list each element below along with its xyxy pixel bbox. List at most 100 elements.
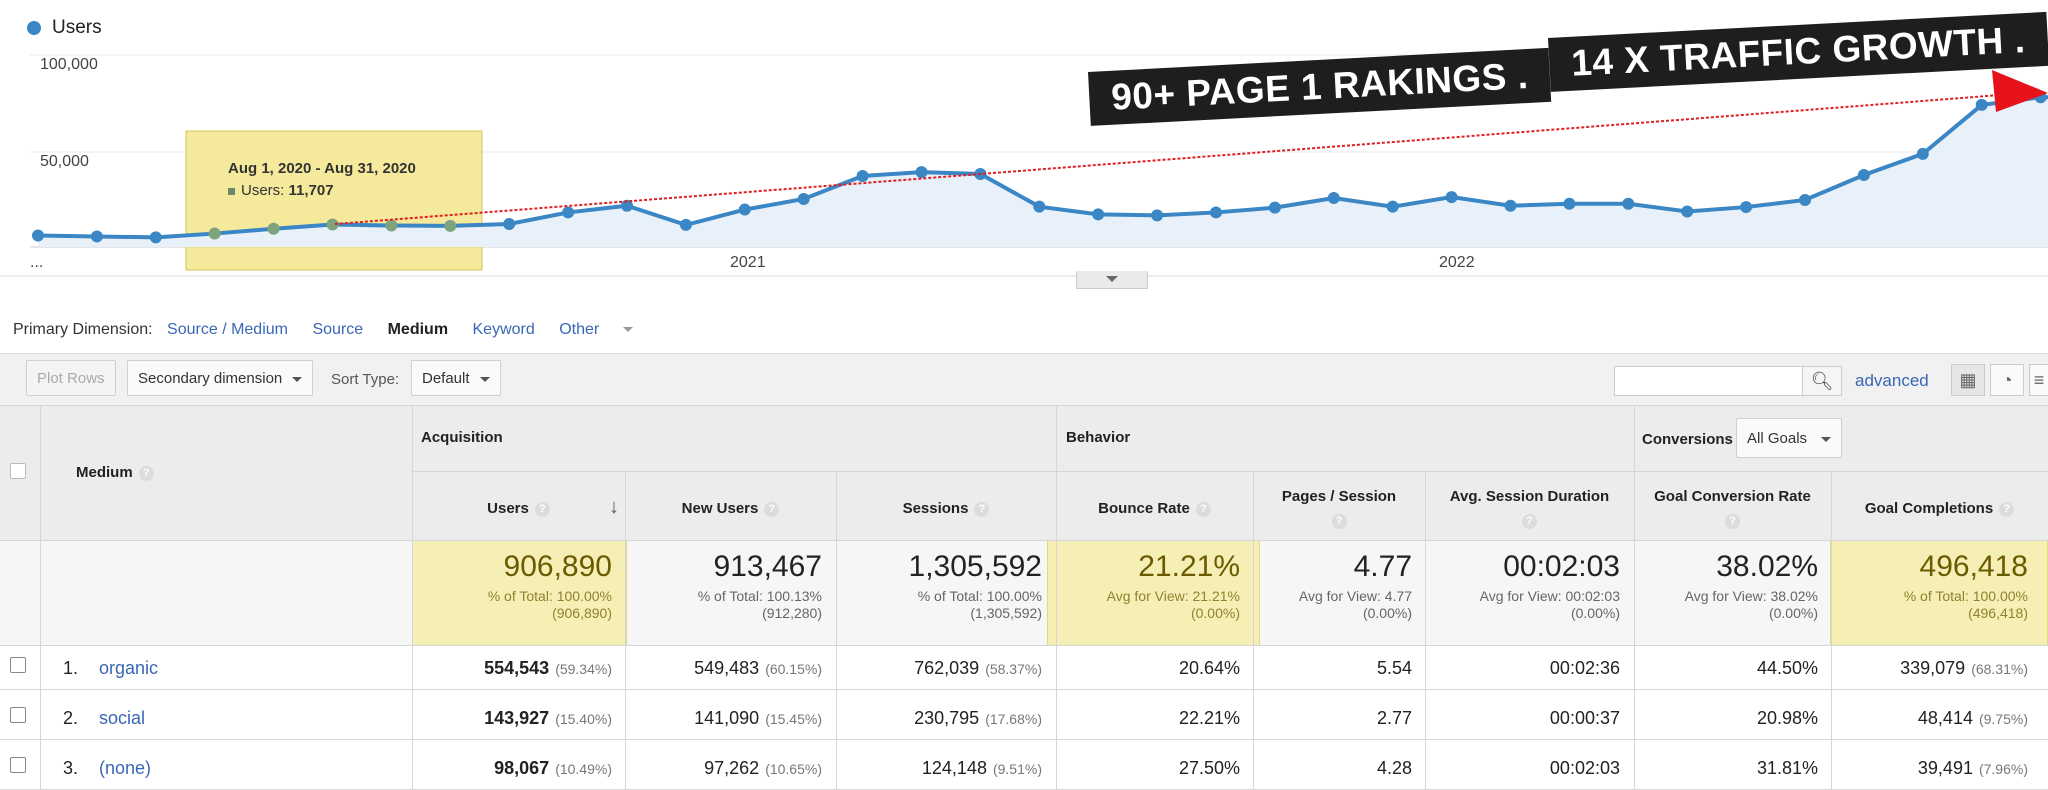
sort-type-dropdown[interactable]: Default — [411, 360, 501, 396]
bounce-rate-column-header[interactable]: Bounce Rate? — [1056, 500, 1253, 517]
total-subtext-line: Avg for View: 21.21% — [1106, 588, 1240, 604]
users-total-highlight — [412, 540, 627, 646]
data-point[interactable] — [621, 199, 633, 212]
dimension-source-medium[interactable]: Source / Medium — [167, 321, 288, 338]
tooltip-label: Users: — [241, 182, 285, 199]
search-button[interactable]: 🔍︎ — [1802, 366, 1842, 396]
data-point[interactable] — [856, 169, 869, 182]
cell-value: 97,262 — [704, 758, 760, 778]
chart-collapse-toggle[interactable] — [1076, 271, 1148, 289]
totals-bottom-border — [0, 645, 2048, 646]
dimension-keyword[interactable]: Keyword — [472, 321, 535, 338]
sessions-header-label: Sessions — [902, 500, 969, 517]
users-chart: Users 100,000 50,000 ... 2021 2022 Aug 1… — [0, 0, 2048, 290]
data-point[interactable] — [1799, 193, 1811, 206]
row-cell: 5.54 — [1192, 658, 1412, 679]
data-point[interactable] — [797, 193, 810, 205]
goal-conversion-rate-column-header[interactable]: Goal Conversion Rate? — [1634, 485, 1831, 533]
caret-down-icon — [623, 327, 634, 333]
row-medium-link[interactable]: social — [99, 708, 146, 728]
goals-select-dropdown[interactable]: All Goals — [1736, 418, 1843, 458]
view-performance-button[interactable]: ≡ — [2029, 364, 2048, 396]
cell-percent: (9.75%) — [1978, 711, 2028, 727]
users-header-label: Users — [487, 500, 529, 517]
cell-value: 27.50% — [1178, 758, 1240, 778]
cell-value: 141,090 — [694, 708, 760, 728]
total-subtext-line: % of Total: 100.00% — [487, 588, 612, 604]
bars-icon: ≡ — [2033, 370, 2045, 390]
x-tick-2021: 2021 — [730, 254, 766, 271]
cell-value: 20.64% — [1178, 658, 1240, 678]
row-cell: 124,148 (9.51%) — [822, 758, 1042, 779]
data-point[interactable] — [1563, 197, 1576, 210]
data-point[interactable] — [444, 219, 457, 232]
row-cell: 22.21% — [1020, 708, 1240, 729]
data-point[interactable] — [267, 222, 280, 235]
data-point[interactable] — [1092, 208, 1105, 221]
row-checkbox[interactable] — [10, 657, 26, 673]
data-point[interactable] — [1386, 200, 1399, 213]
pie-chart-icon: ◔ — [2001, 370, 2013, 390]
row-checkbox[interactable] — [10, 707, 26, 723]
secondary-dimension-dropdown[interactable]: Secondary dimension — [127, 360, 314, 396]
data-point[interactable] — [1445, 191, 1458, 204]
cell-value: 143,927 — [484, 708, 550, 728]
cell-percent: (10.65%) — [765, 761, 822, 777]
view-percentage-button[interactable]: ◔ — [1990, 364, 2024, 396]
row-cell: 00:02:36 — [1400, 658, 1620, 679]
new-users-column-header[interactable]: New Users? — [625, 500, 836, 517]
data-point[interactable] — [208, 227, 221, 240]
row-medium-link[interactable]: (none) — [99, 758, 152, 778]
data-point[interactable] — [915, 166, 928, 179]
view-data-table-button[interactable]: ▦ — [1951, 364, 1985, 396]
data-point[interactable] — [562, 206, 575, 219]
data-point[interactable] — [385, 219, 398, 232]
data-point[interactable] — [1151, 209, 1164, 222]
col-divider — [1056, 405, 1057, 790]
users-column-header[interactable]: Users? ↓ — [412, 496, 625, 518]
data-point[interactable] — [1740, 201, 1753, 214]
advanced-filter-link[interactable]: advanced — [1855, 371, 1929, 390]
data-point[interactable] — [738, 203, 751, 216]
col-divider — [412, 405, 413, 790]
sessions-column-header[interactable]: Sessions? — [836, 500, 1056, 517]
primary-dimension-label: Primary Dimension: — [13, 321, 153, 338]
dimension-other-dropdown[interactable]: Other — [559, 321, 653, 338]
table-search-input[interactable] — [1614, 366, 1804, 396]
medium-column-header[interactable]: Medium? — [76, 464, 154, 481]
total-subtext: % of Total: 100.00% (1,305,592) — [842, 588, 1042, 622]
row-medium-link[interactable]: organic — [99, 658, 159, 678]
data-point[interactable] — [503, 217, 516, 230]
data-point[interactable] — [149, 231, 162, 244]
data-point[interactable] — [679, 218, 692, 231]
cell-value: 48,414 — [1917, 708, 1973, 728]
data-point[interactable] — [1327, 192, 1340, 205]
data-point[interactable] — [1504, 199, 1517, 212]
data-point[interactable] — [1622, 197, 1635, 210]
total-value: 1,305,592 — [908, 550, 1042, 583]
cell-percent: (17.68%) — [985, 711, 1042, 727]
total-subtext: Avg for View: 00:02:03 (0.00%) — [1420, 588, 1620, 622]
row-number: 2. — [63, 708, 79, 728]
data-point[interactable] — [1033, 200, 1046, 213]
select-all-checkbox[interactable] — [10, 463, 26, 479]
y-tick-50000: 50,000 — [40, 153, 89, 170]
row-checkbox[interactable] — [10, 757, 26, 773]
data-point[interactable] — [1268, 201, 1281, 214]
data-point[interactable] — [1916, 147, 1929, 160]
data-point[interactable] — [90, 230, 103, 243]
data-point[interactable] — [1681, 205, 1694, 218]
col-divider — [1634, 405, 1635, 790]
plot-rows-button[interactable]: Plot Rows — [26, 360, 116, 396]
data-point[interactable] — [32, 229, 44, 242]
data-point[interactable] — [1210, 206, 1222, 219]
avg-session-duration-column-header[interactable]: Avg. Session Duration? — [1425, 485, 1634, 533]
dimension-source[interactable]: Source — [312, 321, 364, 338]
data-point[interactable] — [1975, 98, 1988, 111]
pages-session-column-header[interactable]: Pages / Session? — [1253, 485, 1425, 533]
data-point[interactable] — [1857, 169, 1870, 181]
dimension-medium[interactable]: Medium — [387, 321, 449, 338]
total-subtext-line: % of Total: 100.00% — [917, 588, 1042, 604]
data-point[interactable] — [326, 218, 339, 231]
goal-completions-column-header[interactable]: Goal Completions? — [1831, 500, 2048, 517]
